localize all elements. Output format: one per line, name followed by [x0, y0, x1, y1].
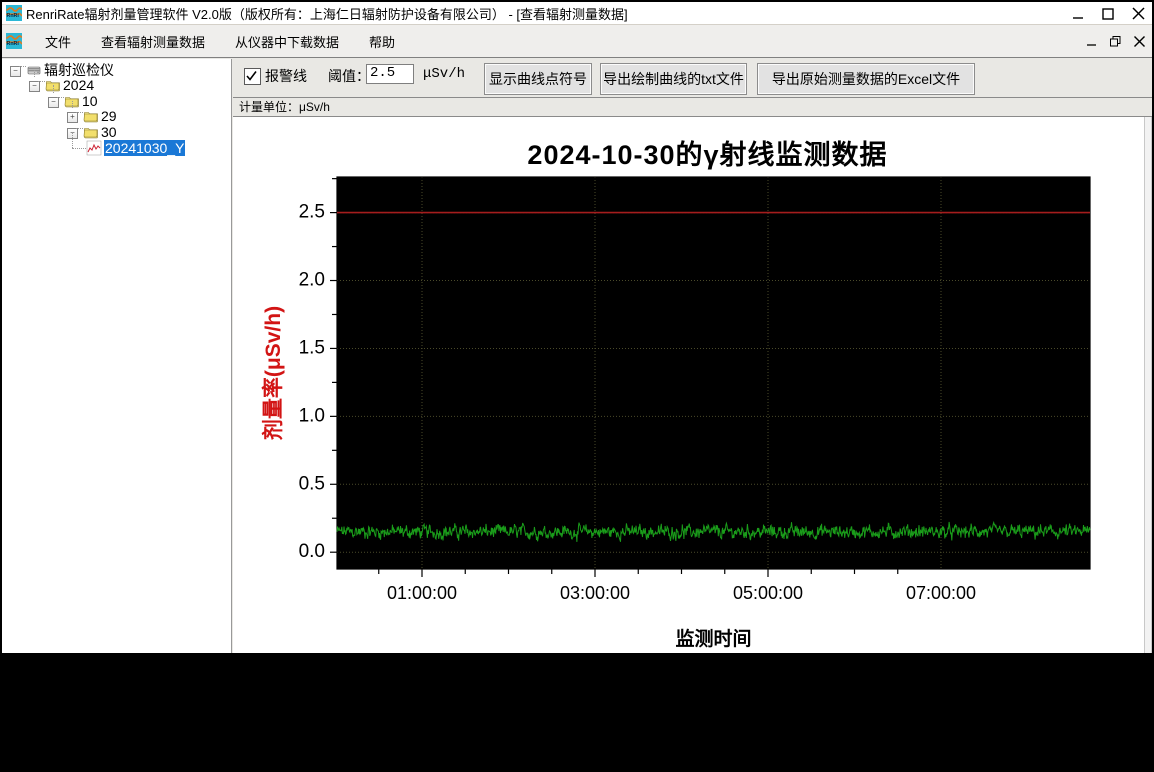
svg-text:0.0: 0.0 — [299, 541, 325, 562]
svg-text:01:00:00: 01:00:00 — [387, 583, 457, 603]
svg-text:1.5: 1.5 — [299, 337, 325, 358]
svg-text:03:00:00: 03:00:00 — [560, 583, 630, 603]
svg-text:RnRi: RnRi — [7, 13, 20, 19]
svg-text:07:00:00: 07:00:00 — [906, 583, 976, 603]
svg-text:RnRi: RnRi — [7, 41, 20, 47]
svg-text:2.0: 2.0 — [299, 270, 325, 291]
svg-text:0.5: 0.5 — [299, 473, 325, 494]
svg-text:1.0: 1.0 — [299, 405, 325, 426]
svg-text:05:00:00: 05:00:00 — [733, 583, 803, 603]
svg-text:2.5: 2.5 — [299, 202, 325, 223]
